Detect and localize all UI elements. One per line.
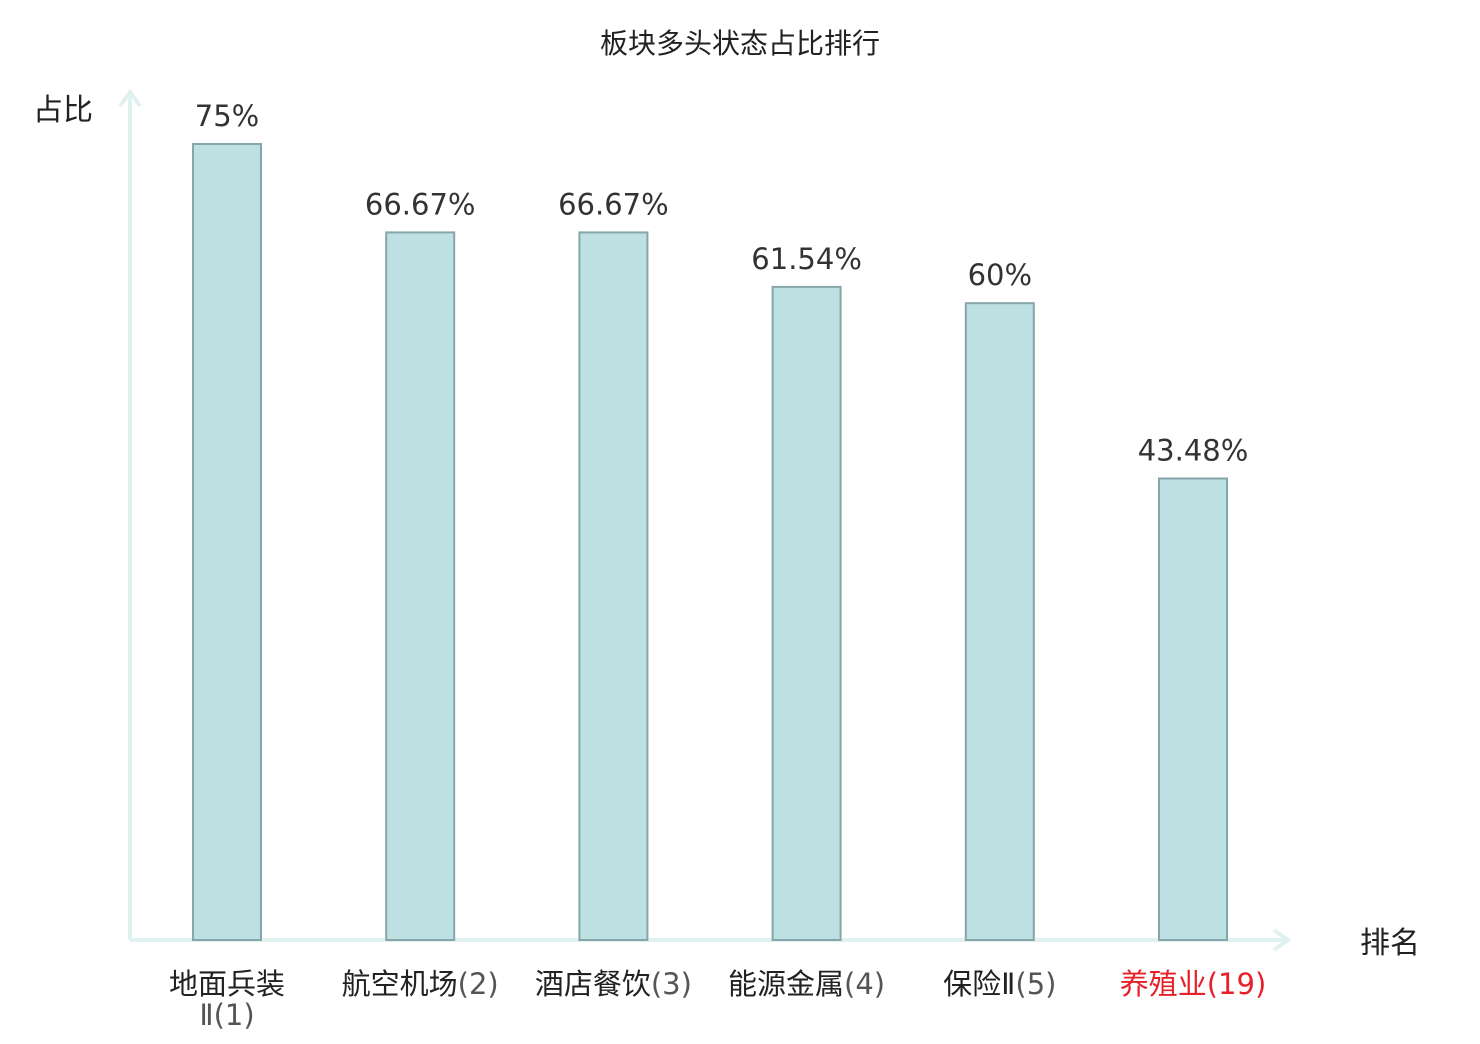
bar [385,231,456,941]
axes [118,88,1292,952]
tick-label: 航空机场(2) [342,967,499,1001]
tick-label-name: 保险Ⅱ [943,967,1015,1001]
bar [578,231,649,941]
tick-label-name: 航空机场 [342,967,458,1001]
tick-label-rank: (2) [458,967,499,1001]
tick-label: 养殖业(19) [1120,967,1267,1001]
bar-value-label: 66.67% [365,187,476,221]
bar-value-label: 75% [195,99,259,133]
bar [1158,477,1228,941]
bar-value-label: 61.54% [751,242,862,276]
tick-label-rank: (3) [651,967,692,1001]
x-axis-label: 排名 [1360,926,1420,961]
tick-label-name: 酒店餐饮 [535,967,651,1001]
tick-label: 能源金属(4) [728,967,885,1001]
y-axis-label: 占比 [33,93,93,128]
bar [771,285,842,941]
tick-label-rank: (19) [1207,967,1267,1001]
chart-title: 板块多头状态占比排行 [600,27,880,60]
tick-label: 保险Ⅱ(5) [943,967,1056,1001]
x-axis-arrow [1272,928,1292,952]
tick-label: 地面兵装 [169,967,285,1001]
bar [192,143,262,941]
tick-label: 酒店餐饮(3) [535,967,692,1001]
tick-label-rank: Ⅱ(1) [199,998,254,1032]
bars-layer [192,143,1228,941]
tick-label-rank: (5) [1015,967,1056,1001]
bar-value-label: 60% [968,258,1032,292]
y-axis-arrow [118,88,142,108]
bar-value-label: 43.48% [1138,434,1249,468]
tick-label-name: 能源金属 [728,967,844,1001]
tick-label-name: 养殖业 [1120,967,1207,1001]
bar [964,302,1035,941]
bar-value-label: 66.67% [558,187,669,221]
tick-label-rank: (4) [844,967,885,1001]
